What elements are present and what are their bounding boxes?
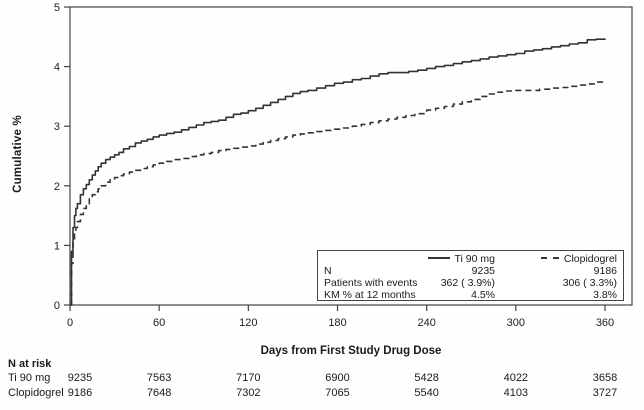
legend-n-ti-value: 9235 <box>471 265 495 277</box>
x-tick-label: 300 <box>507 317 525 329</box>
legend-n-label: N <box>324 265 332 277</box>
n-at-risk-value: 7170 <box>236 372 261 384</box>
y-tick-label: 1 <box>54 240 60 252</box>
x-tick-label: 60 <box>153 317 165 329</box>
dashed-line-icon <box>540 256 559 259</box>
y-tick-label: 3 <box>54 121 60 133</box>
n-at-risk-value: 9186 <box>67 387 93 399</box>
n-at-risk-value: 7648 <box>146 387 172 399</box>
legend-n-row: N 9235 9186 <box>324 265 619 277</box>
n-at-risk-value: 7065 <box>325 387 350 399</box>
legend-km-label: KM % at 12 months <box>324 289 416 301</box>
solid-line-icon <box>427 256 450 259</box>
n-at-risk-value: 5540 <box>414 387 439 399</box>
y-axis-title: Cumulative % <box>12 115 24 193</box>
legend-events-clop-value: 306 ( 3.3%) <box>562 277 617 289</box>
legend-box: Ti 90 mg Clopidogrel N 9235 9186 Patient… <box>317 250 624 301</box>
n-at-risk-value: 7563 <box>146 372 172 384</box>
n-at-risk-value: 9235 <box>67 372 93 384</box>
ti-90mg-curve <box>70 38 606 306</box>
legend-ti-label: Ti 90 mg <box>454 253 495 265</box>
legend-events-row: Patients with events 362 ( 3.9%) 306 ( 3… <box>324 277 619 289</box>
x-tick-label: 180 <box>328 317 346 329</box>
n-at-risk-value: 3727 <box>592 387 618 399</box>
x-axis-title: Days from First Study Drug Dose <box>260 345 442 357</box>
n-at-risk-value: 3658 <box>592 372 618 384</box>
legend-header-row: Ti 90 mg Clopidogrel <box>324 253 619 265</box>
legend-ti-entry: Ti 90 mg <box>427 253 495 265</box>
n-at-risk-value: 4022 <box>503 372 529 384</box>
legend-n-clop-value: 9186 <box>593 265 617 277</box>
n-at-risk-value: 4103 <box>503 387 529 399</box>
n-at-risk-clopidogrel-row-label: Clopidogrel <box>8 387 64 399</box>
legend-km-ti-value: 4.5% <box>471 289 495 301</box>
y-tick-label: 0 <box>54 300 60 312</box>
legend-km-row: KM % at 12 months 4.5% 3.8% <box>324 289 619 301</box>
y-tick-label: 5 <box>54 2 60 14</box>
n-at-risk-value: 7302 <box>236 387 261 399</box>
legend-clopidogrel-label: Clopidogrel <box>563 253 617 265</box>
x-tick-label: 360 <box>596 317 614 329</box>
x-tick-label: 240 <box>417 317 435 329</box>
y-tick-label: 2 <box>54 181 60 193</box>
n-at-risk-value: 6900 <box>325 372 350 384</box>
legend-clopidogrel-entry: Clopidogrel <box>540 253 617 265</box>
y-tick-label: 4 <box>54 62 60 74</box>
plot-frame <box>69 6 633 306</box>
legend-km-clop-value: 3.8% <box>593 289 617 301</box>
x-tick-label: 120 <box>239 317 257 329</box>
n-at-risk-value: 5428 <box>414 372 439 384</box>
x-tick-label: 0 <box>67 317 73 329</box>
n-at-risk-title: N at risk <box>8 358 52 370</box>
legend-events-ti-value: 362 ( 3.9%) <box>440 277 495 289</box>
clopidogrel-curve <box>70 80 606 306</box>
n-at-risk-ti-row-label: Ti 90 mg <box>8 372 51 384</box>
legend-events-label: Patients with events <box>324 277 418 289</box>
